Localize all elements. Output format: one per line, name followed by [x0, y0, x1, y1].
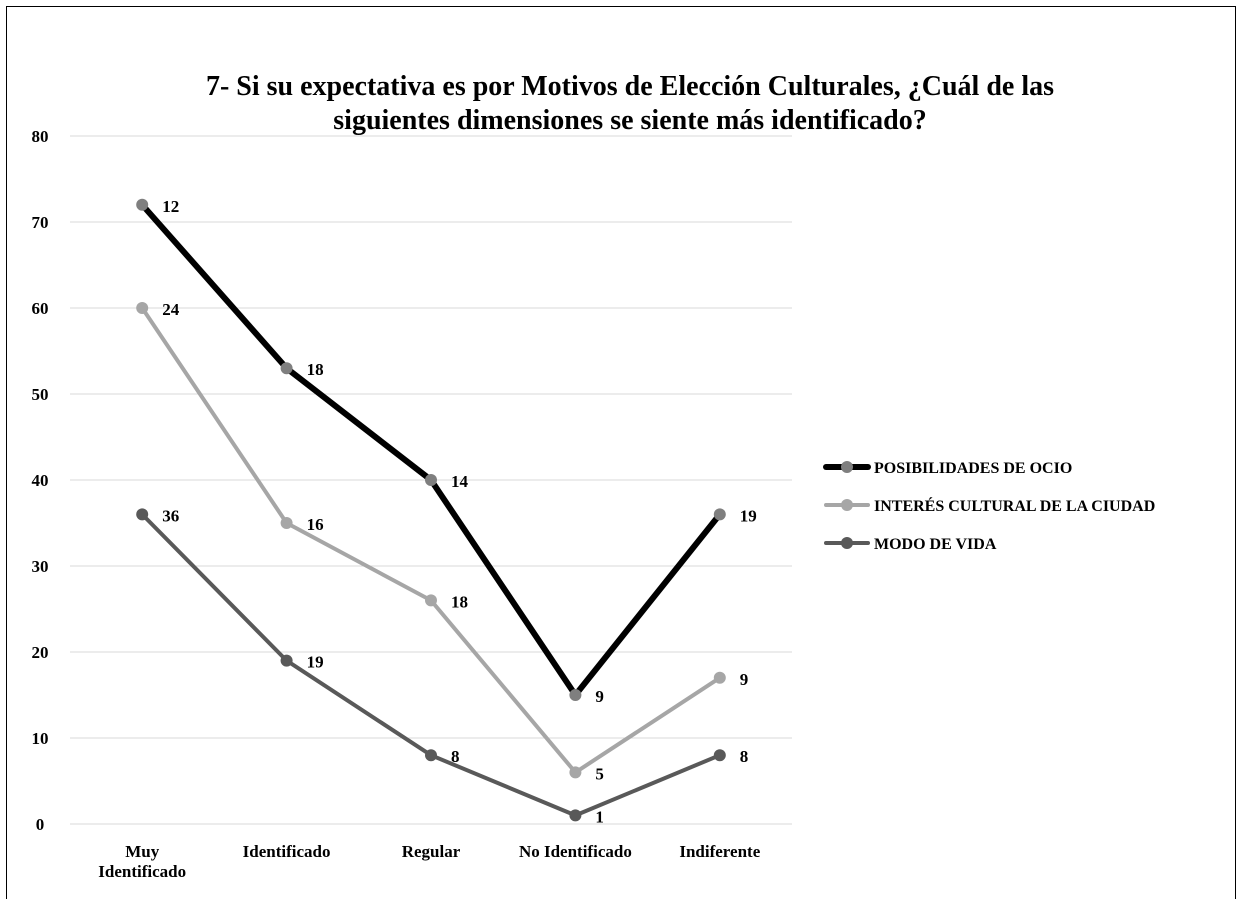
legend: POSIBILIDADES DE OCIO INTERÉS CULTURAL DE… — [823, 460, 1155, 553]
y-tick-label: 40 — [32, 471, 49, 490]
x-tick-label-line: Identificado — [98, 862, 186, 881]
y-tick-label: 70 — [32, 213, 49, 232]
data-label: 9 — [740, 670, 749, 689]
x-tick-label-line: Muy — [125, 842, 160, 861]
data-point — [425, 594, 437, 607]
x-tick-label: Indiferente — [679, 842, 760, 861]
legend-label: INTERÉS CULTURAL DE LA CIUDAD — [874, 496, 1155, 515]
data-label: 14 — [451, 472, 469, 491]
series-line — [139, 201, 723, 698]
gridlines — [70, 135, 792, 825]
data-point — [136, 198, 149, 211]
legend-swatch-marker — [841, 499, 853, 511]
legend-label: POSIBILIDADES DE OCIO — [874, 460, 1072, 477]
x-tick-label-line: Indiferente — [679, 842, 760, 861]
data-point — [713, 508, 726, 521]
chart-title-line-1: 7- Si su expectativa es por Motivos de E… — [205, 71, 1054, 102]
data-point — [713, 671, 726, 684]
chart-title-line-2: siguientes dimensiones se siente más ide… — [333, 105, 927, 136]
y-tick-label: 50 — [32, 385, 49, 404]
data-label: 9 — [595, 687, 604, 706]
series-layer — [136, 198, 726, 822]
x-tick-label: No Identificado — [519, 842, 632, 861]
legend-swatch-marker — [841, 461, 853, 473]
x-tick-label: Muy Identificado — [98, 842, 186, 881]
x-tick-label-line: Regular — [402, 842, 461, 861]
legend-swatch-marker — [841, 537, 853, 549]
series-line — [140, 512, 722, 818]
x-tick-label-line: Identificado — [243, 842, 331, 861]
y-tick-label: 0 — [36, 815, 45, 834]
data-point — [569, 689, 582, 701]
data-point — [425, 474, 437, 486]
data-label: 19 — [307, 653, 324, 672]
legend-label: MODO DE VIDA — [874, 536, 997, 553]
data-label: 16 — [307, 515, 324, 534]
data-point — [425, 749, 437, 762]
data-point — [280, 517, 293, 529]
data-point — [136, 508, 149, 521]
data-label: 36 — [162, 506, 179, 525]
y-tick-label: 30 — [32, 557, 49, 576]
data-point — [569, 766, 582, 779]
y-tick-label: 80 — [32, 127, 49, 146]
data-label: 1 — [595, 807, 604, 826]
data-label: 5 — [595, 764, 604, 783]
data-point — [280, 362, 293, 375]
data-label: 18 — [451, 592, 468, 611]
data-label: 19 — [740, 506, 757, 525]
chart-title: 7- Si su expectativa es por Motivos de E… — [0, 70, 1240, 138]
data-label: 24 — [162, 300, 180, 319]
x-tick-label: Regular — [402, 842, 461, 861]
data-point — [569, 809, 582, 822]
y-axis-ticks: 0 10 20 30 40 50 60 70 80 — [32, 127, 49, 834]
y-tick-label: 60 — [32, 299, 49, 318]
data-label: 12 — [162, 197, 179, 216]
data-label: 8 — [451, 747, 460, 766]
data-point — [136, 302, 149, 314]
data-point — [280, 654, 293, 667]
data-point — [713, 749, 726, 762]
chart-frame — [6, 6, 1236, 899]
series-line — [140, 306, 722, 775]
y-tick-label: 10 — [32, 729, 49, 748]
x-tick-label: Identificado — [243, 842, 331, 861]
data-label: 18 — [307, 360, 324, 379]
data-label: 8 — [740, 747, 749, 766]
x-tick-label-line: No Identificado — [519, 842, 632, 861]
y-tick-label: 20 — [32, 643, 49, 662]
